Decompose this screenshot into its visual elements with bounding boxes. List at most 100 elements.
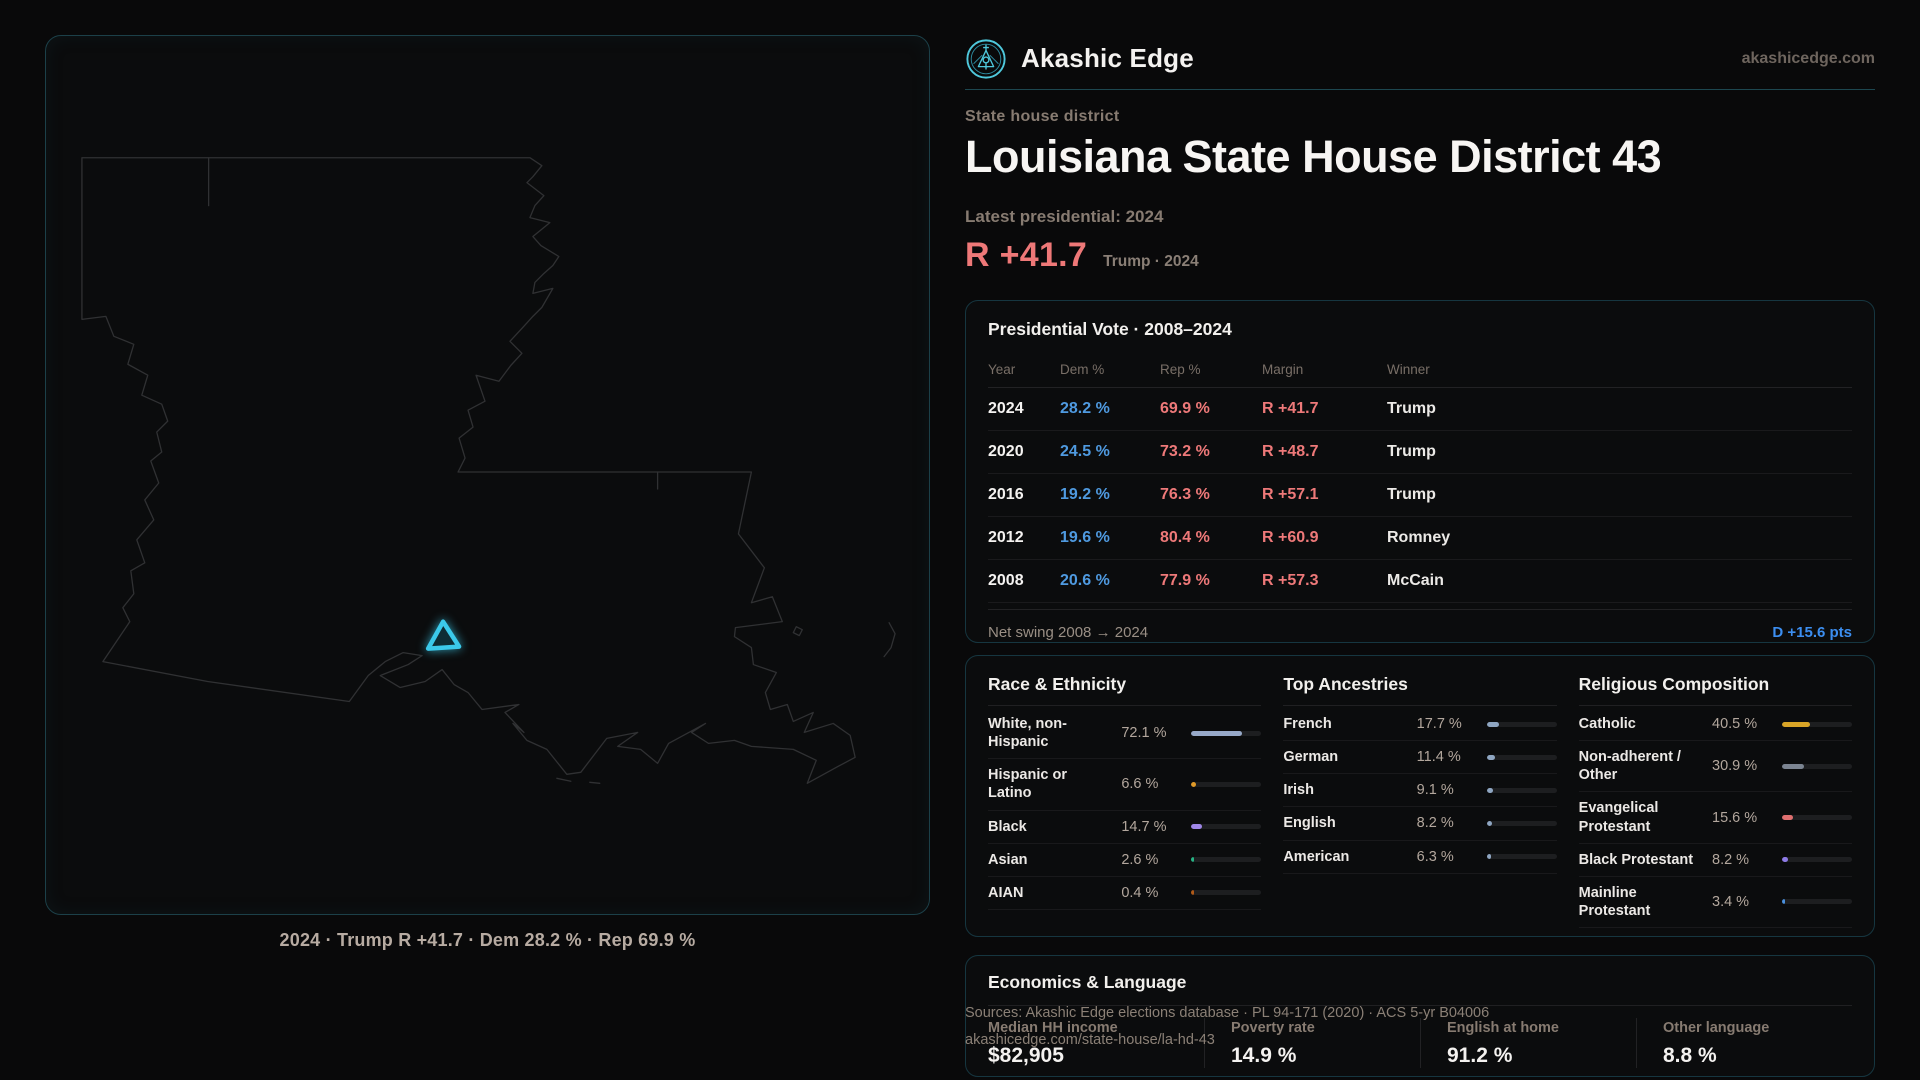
stat-value: 15.6 % bbox=[1712, 809, 1758, 826]
economics-stat: Other language 8.8 % bbox=[1636, 1018, 1852, 1068]
stat-bar-track bbox=[1191, 857, 1262, 863]
stat-bar-track bbox=[1782, 815, 1852, 820]
ancestries-title: Top Ancestries bbox=[1283, 674, 1408, 694]
cell-winner: Romney bbox=[1387, 529, 1451, 546]
stat-row: Hispanic or Latino 6.6 % bbox=[988, 759, 1262, 811]
stat-bar-fill bbox=[1782, 899, 1785, 905]
stat-row: English 8.2 % bbox=[1283, 807, 1557, 841]
stat-label: German bbox=[1283, 749, 1339, 766]
cell-year: 2012 bbox=[988, 529, 1024, 546]
vote-table-row: 2024 28.2 % 69.9 % R +41.7 Trump bbox=[988, 388, 1852, 431]
stat-bar-track bbox=[1486, 754, 1557, 760]
stat-row: Catholic 40.5 % bbox=[1578, 708, 1852, 742]
stat-label: Non-adherent / Other bbox=[1578, 749, 1681, 784]
stat-value: 6.3 % bbox=[1416, 848, 1454, 865]
stat-label: Catholic bbox=[1578, 716, 1636, 732]
stat-label: English bbox=[1283, 815, 1336, 832]
stat-bar-track bbox=[1782, 763, 1852, 769]
ancestry-rows: French 17.7 % German 11.4 % Irish 9.1 % bbox=[1283, 708, 1557, 874]
stat-row: Black 14.7 % bbox=[988, 811, 1262, 844]
stat-value: 8.2 % bbox=[1712, 851, 1750, 868]
headline-margin: R +41.7 Trump · 2024 bbox=[965, 236, 1199, 275]
district-map-panel bbox=[45, 35, 930, 915]
stat-bar-track bbox=[1191, 824, 1262, 830]
net-swing-value: D +15.6 pts bbox=[1772, 624, 1852, 641]
cell-winner: Trump bbox=[1387, 443, 1436, 460]
col-year: Year bbox=[988, 362, 1016, 377]
stat-bar-track bbox=[1782, 721, 1852, 727]
content-column: Akashic Edge akashicedge.com State house… bbox=[965, 0, 1875, 1080]
cell-margin: R +60.9 bbox=[1262, 529, 1319, 546]
economics-stat-label: English at home bbox=[1447, 1020, 1559, 1036]
stat-value: 8.2 % bbox=[1416, 815, 1454, 832]
sources-permalink[interactable]: akashicedge.com/state-house/la-hd-43 bbox=[965, 1032, 1215, 1048]
stat-value: 30.9 % bbox=[1712, 758, 1758, 775]
cell-winner: Trump bbox=[1387, 486, 1436, 503]
stat-label: White, non-Hispanic bbox=[988, 716, 1067, 751]
state-boundary bbox=[81, 157, 856, 784]
divider bbox=[1283, 705, 1557, 706]
stat-label: Asian bbox=[988, 851, 1028, 868]
economics-stat-value: 91.2 % bbox=[1447, 1044, 1513, 1067]
race-ethnicity-column: Race & Ethnicity White, non-Hispanic 72.… bbox=[988, 674, 1262, 928]
vote-table: Year Dem % Rep % Margin Winner 2024 28.2… bbox=[988, 354, 1852, 641]
economics-stat-value: 14.9 % bbox=[1231, 1044, 1297, 1067]
stat-bar-track bbox=[1782, 899, 1852, 905]
stat-bar-track bbox=[1486, 854, 1557, 860]
cell-rep: 77.9 % bbox=[1160, 572, 1210, 589]
stat-label: American bbox=[1283, 848, 1350, 865]
vote-table-row: 2012 19.6 % 80.4 % R +60.9 Romney bbox=[988, 517, 1852, 560]
divider bbox=[988, 705, 1262, 706]
cell-winner: Trump bbox=[1387, 400, 1436, 417]
brand-domain-link[interactable]: akashicedge.com bbox=[1741, 49, 1875, 67]
stat-label: Black Protestant bbox=[1578, 851, 1694, 868]
cell-year: 2016 bbox=[988, 486, 1024, 503]
stat-row: Black Protestant 8.2 % bbox=[1578, 844, 1852, 877]
cell-year: 2024 bbox=[988, 400, 1024, 417]
cell-rep: 69.9 % bbox=[1160, 400, 1210, 417]
stat-bar-fill bbox=[1782, 763, 1804, 769]
stat-row: Non-adherent / Other 30.9 % bbox=[1578, 741, 1852, 793]
stat-value: 2.6 % bbox=[1121, 851, 1159, 868]
col-rep: Rep % bbox=[1160, 362, 1201, 377]
district-shape bbox=[425, 619, 462, 651]
col-margin: Margin bbox=[1262, 362, 1304, 377]
louisiana-map bbox=[81, 157, 896, 784]
stat-bar-track bbox=[1486, 787, 1557, 793]
presidential-vote-panel: Presidential Vote · 2008–2024 Year Dem %… bbox=[965, 300, 1875, 643]
cell-rep: 80.4 % bbox=[1160, 529, 1210, 546]
stat-row: Evangelical Protestant 15.6 % bbox=[1578, 792, 1852, 844]
stat-value: 72.1 % bbox=[1121, 725, 1167, 742]
stat-bar-fill bbox=[1486, 787, 1494, 793]
stat-row: German 11.4 % bbox=[1283, 741, 1557, 775]
economics-stats: Median HH income $82,905 Poverty rate 14… bbox=[988, 1018, 1852, 1068]
margin-value: R +41.7 bbox=[965, 236, 1088, 274]
col-winner: Winner bbox=[1387, 362, 1430, 377]
cell-margin: R +41.7 bbox=[1262, 400, 1319, 417]
stat-bar-fill bbox=[1191, 824, 1202, 830]
stat-label: Black bbox=[988, 818, 1027, 835]
economics-stat-label: Median HH income bbox=[988, 1020, 1118, 1036]
map-caption: 2024 · Trump R +41.7 · Dem 28.2 % · Rep … bbox=[279, 930, 696, 950]
vote-table-row: 2016 19.2 % 76.3 % R +57.1 Trump bbox=[988, 474, 1852, 517]
cell-margin: R +48.7 bbox=[1262, 443, 1319, 460]
cell-margin: R +57.3 bbox=[1262, 572, 1319, 589]
net-swing-label: Net swing 2008 → 2024 bbox=[988, 624, 1149, 641]
vote-panel-title: Presidential Vote · 2008–2024 bbox=[988, 319, 1232, 339]
stat-bar-fill bbox=[1782, 721, 1811, 727]
stat-value: 40.5 % bbox=[1712, 716, 1758, 733]
stat-label: Evangelical Protestant bbox=[1578, 800, 1659, 835]
cell-year: 2008 bbox=[988, 572, 1024, 589]
stat-bar-fill bbox=[1486, 820, 1493, 826]
page-title: Louisiana State House District 43 bbox=[965, 131, 1662, 182]
cell-margin: R +57.1 bbox=[1262, 486, 1319, 503]
race-title: Race & Ethnicity bbox=[988, 674, 1127, 694]
economics-stat-label: Other language bbox=[1663, 1020, 1770, 1036]
stat-row: Mainline Protestant 3.4 % bbox=[1578, 877, 1852, 928]
vote-table-row: 2020 24.5 % 73.2 % R +48.7 Trump bbox=[988, 431, 1852, 474]
cell-dem: 20.6 % bbox=[1060, 572, 1110, 589]
stat-bar-fill bbox=[1782, 857, 1788, 863]
delta-islet bbox=[792, 626, 803, 637]
stat-bar-fill bbox=[1486, 721, 1500, 727]
cell-rep: 73.2 % bbox=[1160, 443, 1210, 460]
